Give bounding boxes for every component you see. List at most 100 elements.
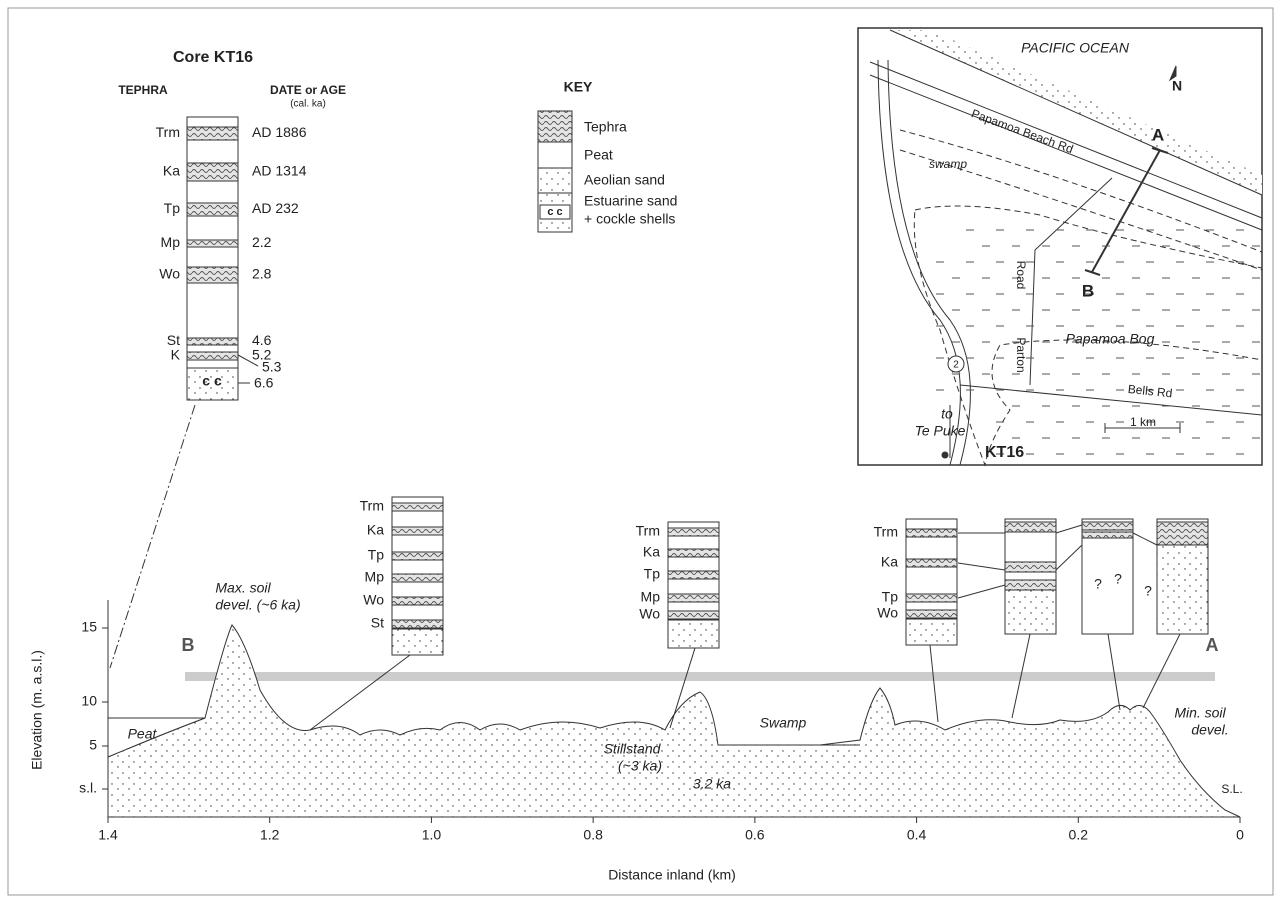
tephra-layer <box>906 559 957 567</box>
tephra-name: St <box>371 615 384 631</box>
tephra-layer <box>392 574 443 582</box>
key-title: KEY <box>564 79 593 95</box>
tephra-name: Tp <box>164 200 181 216</box>
tephra-name: Trm <box>874 524 898 540</box>
key-label: Aeolian sand <box>584 172 665 188</box>
y-tick-label: 5 <box>89 737 97 753</box>
tephra-layer <box>668 549 719 557</box>
x-axis-label: Distance inland (km) <box>608 867 736 883</box>
y-axis-label: Elevation (m. a.s.l.) <box>29 650 45 770</box>
x-tick-label: 0.6 <box>745 827 765 843</box>
sand-unit <box>1005 590 1056 634</box>
date-unit: (cal. ka) <box>290 99 326 110</box>
tephra-name: Trm <box>156 124 180 140</box>
tephra-layer <box>187 240 238 247</box>
annotation: 3.2 ka <box>693 776 731 792</box>
map-label: Te Puke <box>915 423 966 439</box>
tephra-layer <box>668 571 719 579</box>
tephra-layer <box>187 267 238 283</box>
tephra-name: Tp <box>368 547 385 563</box>
key-label: + cockle shells <box>584 211 675 227</box>
tephra-date: AD 232 <box>252 200 299 216</box>
tephra-layer <box>668 594 719 602</box>
key-swatch <box>538 142 572 168</box>
shell-symbol: c c <box>547 206 562 218</box>
dune-profile <box>108 625 1240 817</box>
tephra-layer <box>1082 522 1133 530</box>
tephra-date: 6.6 <box>254 375 274 391</box>
sand-unit <box>1157 545 1208 634</box>
tephra-layer <box>187 338 238 345</box>
annotation: (~3 ka) <box>618 758 662 774</box>
tephra-date: 5.3 <box>262 359 282 375</box>
map-label: Parton <box>1014 337 1028 372</box>
shell-symbol: c c <box>202 373 222 389</box>
map-label: 1 km <box>1130 415 1156 429</box>
tephra-layer <box>1005 522 1056 532</box>
uncertain-mark: ? <box>1144 583 1152 599</box>
date-header: DATE or AGE <box>270 83 346 97</box>
sand-unit <box>392 629 443 655</box>
tephra-name: Ka <box>643 544 660 560</box>
tephra-layer <box>392 597 443 605</box>
map-label: N <box>1172 78 1182 94</box>
annotation: devel. (~6 ka) <box>215 597 300 613</box>
tephra-layer <box>1082 532 1133 538</box>
tephra-date: AD 1886 <box>252 124 307 140</box>
section-end: B <box>182 635 195 655</box>
map-label: PACIFIC OCEAN <box>1021 40 1130 56</box>
map-label: Papamoa Bog <box>1066 331 1155 347</box>
tephra-name: Ka <box>163 163 180 179</box>
key-label: Estuarine sand <box>584 193 677 209</box>
tephra-layer <box>1157 522 1208 545</box>
map-label: KT16 <box>985 444 1024 461</box>
tephra-name: Trm <box>636 523 660 539</box>
section-line <box>185 672 1215 681</box>
annotation: Swamp <box>760 715 807 731</box>
uncertain-mark: ? <box>1114 571 1122 587</box>
y-tick-label: 10 <box>81 693 97 709</box>
core-site <box>942 452 949 459</box>
tephra-name: Tp <box>644 566 661 582</box>
x-tick-label: 1.4 <box>98 827 118 843</box>
annotation: S.L. <box>1221 782 1242 796</box>
tephra-layer <box>187 352 238 360</box>
tephra-date: 2.8 <box>252 266 272 282</box>
x-tick-label: 0.2 <box>1069 827 1089 843</box>
tephra-layer <box>187 203 238 216</box>
tephra-layer <box>392 552 443 560</box>
tephra-layer <box>1005 580 1056 590</box>
tephra-layer <box>392 527 443 535</box>
tephra-layer <box>392 620 443 628</box>
figure: Core KT16TEPHRADATE or AGE(cal. ka)TrmAD… <box>0 0 1281 902</box>
annotation: Peat <box>128 726 158 742</box>
y-tick-label: 15 <box>81 619 97 635</box>
tephra-header: TEPHRA <box>118 83 168 97</box>
x-tick-label: 1.2 <box>260 827 280 843</box>
key-swatch <box>538 111 572 142</box>
annotation: Max. soil <box>215 580 271 596</box>
tephra-name: Wo <box>363 592 384 608</box>
tephra-name: Wo <box>159 266 180 282</box>
tephra-name: Tp <box>882 589 899 605</box>
tephra-name: K <box>171 347 181 363</box>
tephra-name: Wo <box>877 605 898 621</box>
tephra-layer <box>668 528 719 536</box>
tephra-name: Mp <box>641 589 661 605</box>
tephra-layer <box>187 163 238 181</box>
key-label: Peat <box>584 147 613 163</box>
key-label: Tephra <box>584 119 627 135</box>
x-tick-label: 0 <box>1236 827 1244 843</box>
map-label: B <box>1082 281 1094 300</box>
map-label: 2 <box>953 360 959 371</box>
sand-unit <box>906 619 957 645</box>
tephra-date: AD 1314 <box>252 163 307 179</box>
tephra-date: 2.2 <box>252 234 272 250</box>
tephra-name: Trm <box>360 498 384 514</box>
tephra-name: Ka <box>881 554 898 570</box>
annotation: Stillstand <box>604 741 662 757</box>
section-end: A <box>1206 635 1219 655</box>
annotation: devel. <box>1191 722 1228 738</box>
tephra-layer <box>1005 562 1056 572</box>
annotation: Min. soil <box>1174 705 1226 721</box>
